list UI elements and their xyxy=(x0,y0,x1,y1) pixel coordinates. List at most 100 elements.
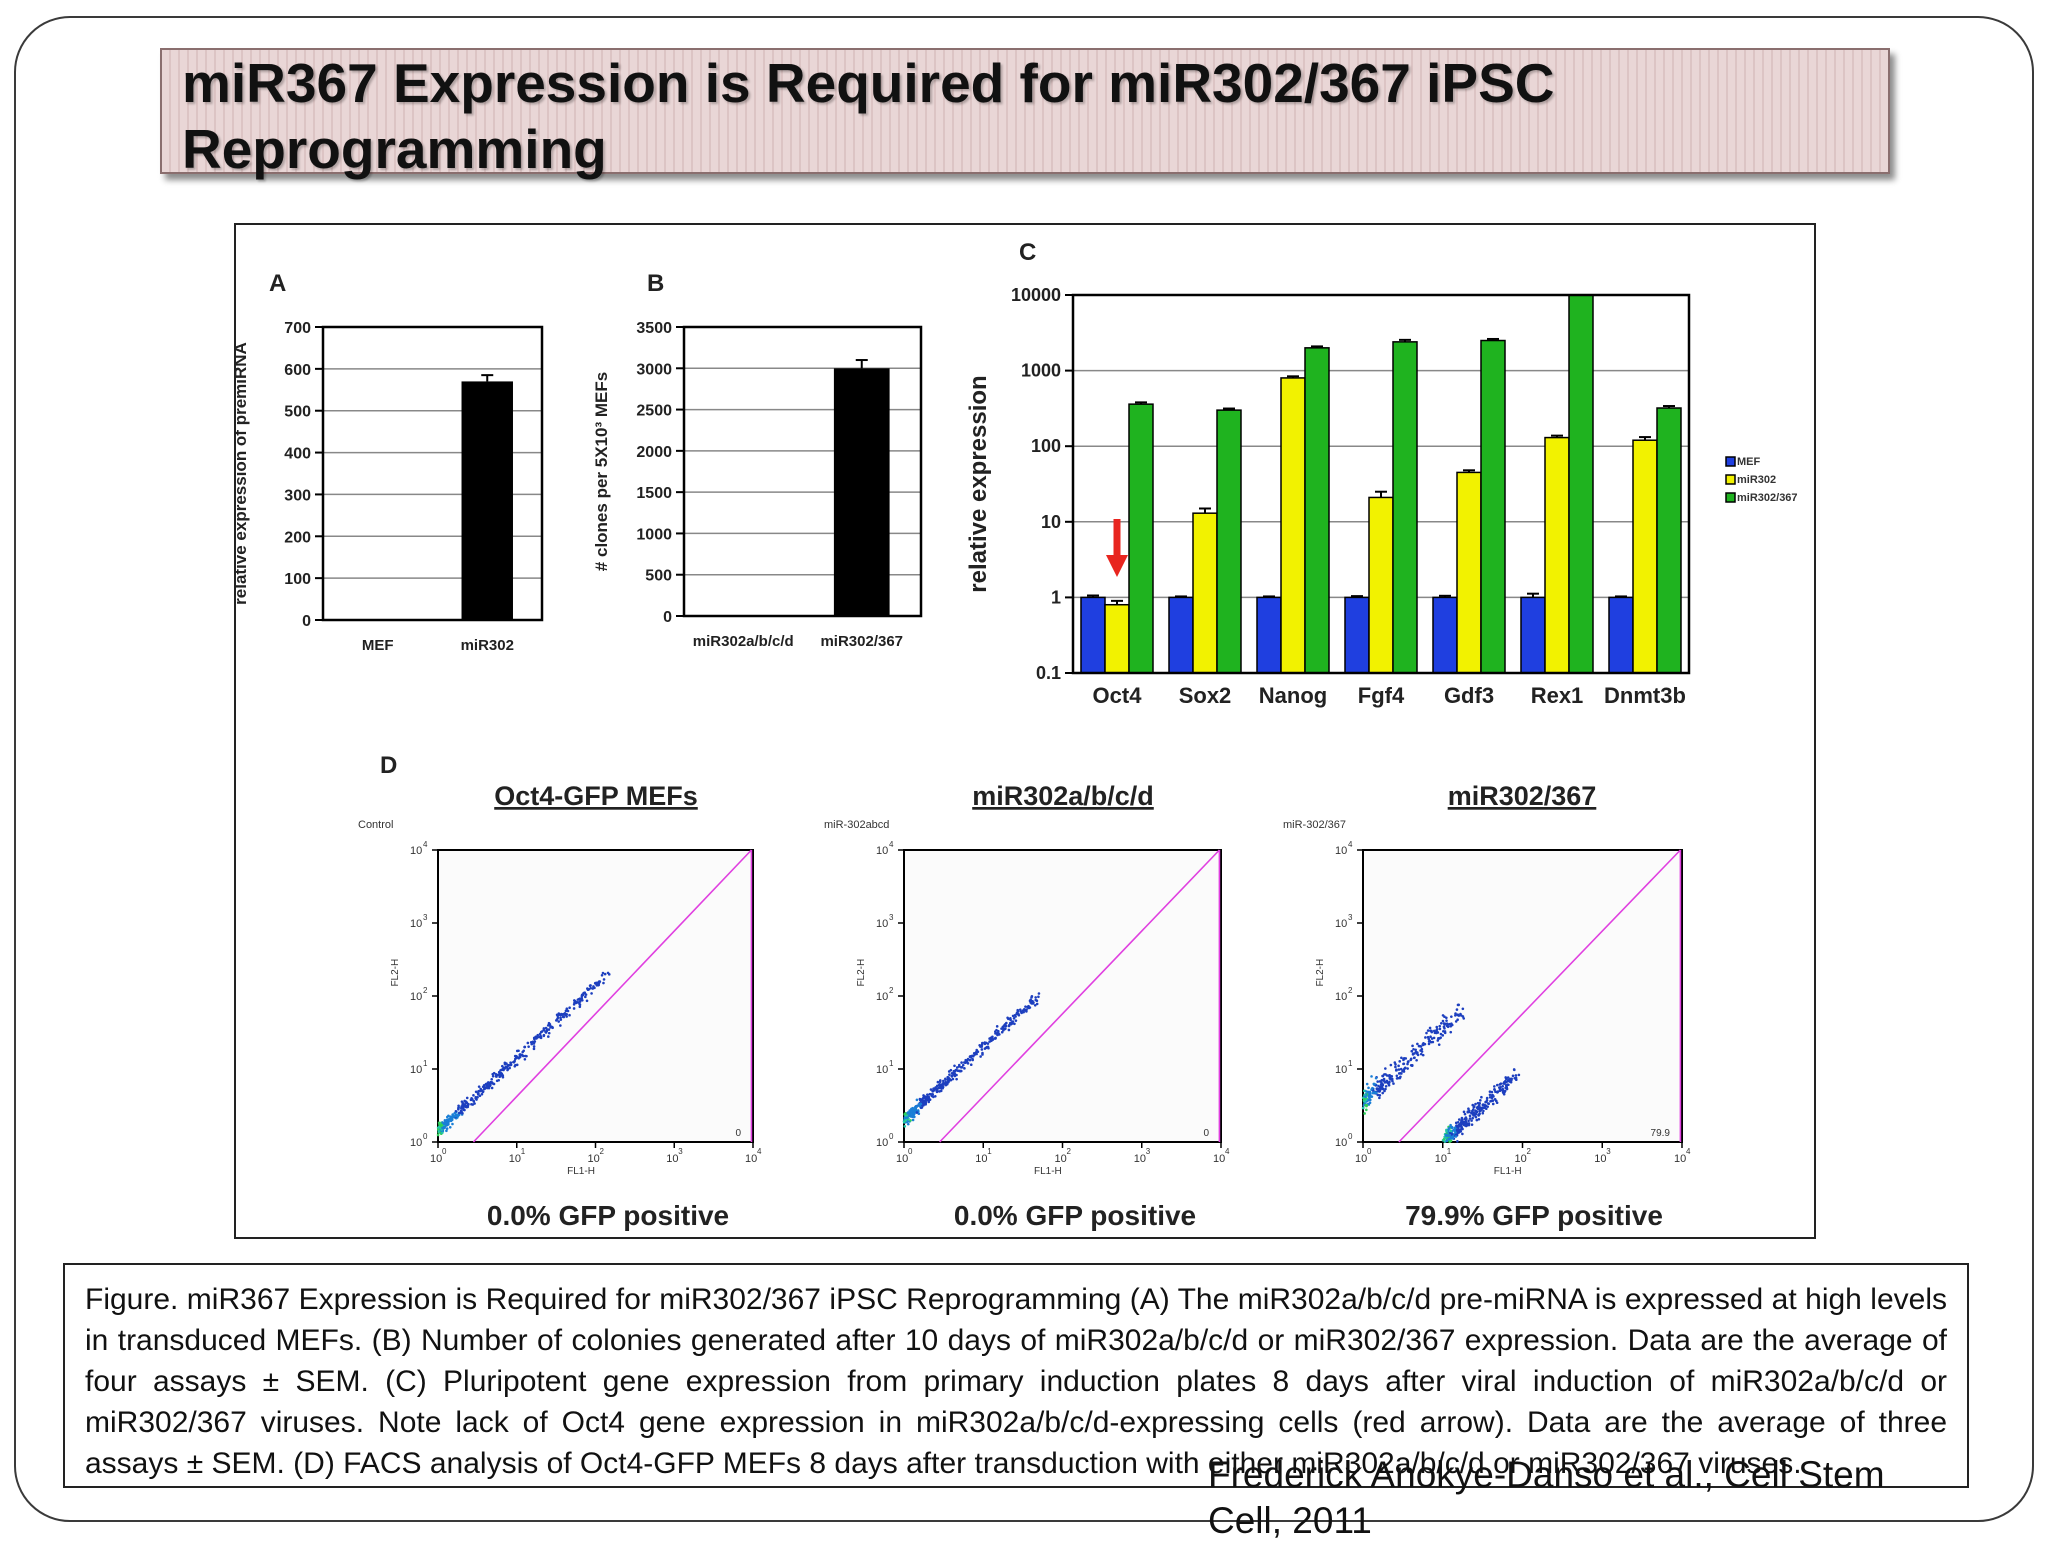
facs-event-gfp-positive xyxy=(1454,1135,1458,1138)
bar-Fgf4-miR302 xyxy=(1368,496,1394,674)
bar-Rex1-MEF xyxy=(1520,596,1546,674)
facs-event xyxy=(919,1106,923,1110)
facs-event-gfp-positive xyxy=(1488,1090,1492,1093)
facs-event xyxy=(463,1108,466,1112)
facs-event xyxy=(603,972,607,976)
facs-event xyxy=(994,1032,997,1035)
facs-event xyxy=(445,1129,448,1133)
facs-event xyxy=(566,1009,570,1013)
facs-event xyxy=(590,992,593,995)
facs-event xyxy=(1007,1017,1010,1021)
facs-event xyxy=(911,1114,915,1118)
y-tick-exponent: 3 xyxy=(889,913,894,922)
facs-event-gfp-positive xyxy=(1464,1116,1468,1119)
facs-event xyxy=(1000,1030,1004,1034)
y-tick-label: 0.1 xyxy=(1036,663,1061,683)
facs-event xyxy=(984,1041,988,1045)
facs-event xyxy=(437,1130,441,1133)
facs-event xyxy=(555,1017,559,1021)
x-tick-exponent: 4 xyxy=(757,1147,762,1156)
facs-event xyxy=(461,1111,464,1115)
facs-event xyxy=(971,1057,974,1061)
facs-event-gfp-positive xyxy=(1474,1102,1477,1106)
x-tick-base: 10 xyxy=(430,1153,442,1165)
x-tick-label: miR302 xyxy=(461,637,514,654)
facs-event-gfp-positive xyxy=(1493,1097,1497,1101)
facs-event-gfp-positive xyxy=(1504,1084,1508,1087)
facs-event xyxy=(929,1088,933,1091)
facs-event xyxy=(1438,1027,1442,1031)
facs-event xyxy=(931,1089,935,1093)
plot-frame xyxy=(682,325,923,618)
facs-event-gfp-positive xyxy=(1459,1130,1463,1133)
y-tick-exponent: 2 xyxy=(1348,986,1353,995)
x-tick-base: 10 xyxy=(896,1153,908,1165)
facs-event-gfp-positive xyxy=(1459,1128,1462,1131)
facs-event xyxy=(947,1070,951,1073)
facs-event xyxy=(1427,1042,1431,1046)
y-tick-base: 10 xyxy=(1335,991,1347,1003)
facs-event xyxy=(912,1109,915,1112)
facs-event xyxy=(457,1104,460,1108)
panel-letter: D xyxy=(380,752,397,779)
facs-event xyxy=(547,1035,550,1038)
facs-event-gfp-positive xyxy=(1514,1078,1518,1082)
facs-event-gfp-positive xyxy=(1477,1117,1481,1121)
facs-event xyxy=(1439,1032,1443,1036)
x-tick-exponent: 3 xyxy=(1146,1147,1151,1156)
facs-event xyxy=(1412,1056,1416,1060)
facs-event xyxy=(501,1075,505,1079)
facs-event xyxy=(935,1084,939,1088)
legend-swatch-MEF xyxy=(1725,456,1736,467)
facs-event xyxy=(542,1028,546,1032)
facs-gate-value: 0 xyxy=(1203,1128,1209,1139)
x-tick-base: 10 xyxy=(745,1153,757,1165)
y-tick-label: 3000 xyxy=(636,361,672,378)
y-tick-label: 600 xyxy=(284,362,311,379)
x-tick-base: 10 xyxy=(588,1153,600,1165)
facs-event xyxy=(557,1020,561,1023)
facs-event xyxy=(1002,1027,1006,1030)
y-tick-exponent: 1 xyxy=(1348,1059,1353,1068)
facs-event xyxy=(1363,1112,1366,1115)
facs-event xyxy=(461,1101,465,1105)
facs-event xyxy=(1380,1083,1384,1086)
facs-event xyxy=(1445,1019,1448,1022)
facs-event-gfp-positive xyxy=(1494,1090,1497,1094)
facs-event xyxy=(1390,1075,1394,1078)
facs-event xyxy=(465,1104,468,1108)
bar-miR302 xyxy=(461,381,513,620)
facs-event xyxy=(1423,1042,1427,1046)
facs-event-gfp-positive xyxy=(1449,1129,1453,1133)
facs-event xyxy=(910,1112,913,1115)
facs-event xyxy=(1029,1001,1032,1004)
facs-event xyxy=(1363,1097,1366,1101)
y-tick-label: 100 xyxy=(284,571,311,588)
facs-event xyxy=(955,1066,959,1069)
facs-event xyxy=(1456,1003,1460,1007)
facs-event xyxy=(1442,1022,1446,1025)
facs-title: miR302a/b/c/d xyxy=(972,781,1154,811)
facs-event xyxy=(1013,1022,1016,1026)
facs-event-gfp-positive xyxy=(1447,1134,1451,1137)
facs-gate-diagonal xyxy=(472,849,753,1143)
facs-event xyxy=(600,973,604,977)
x-tick-base: 10 xyxy=(1515,1153,1527,1165)
facs-event-gfp-positive xyxy=(1476,1107,1480,1111)
facs-event xyxy=(476,1093,480,1096)
facs-event xyxy=(1411,1053,1415,1056)
citation: Frederick Anokye-Danso et al., Cell Stem… xyxy=(1208,1454,1885,1541)
figure-caption: Figure. miR367 Expression is Required fo… xyxy=(85,1283,1947,1480)
facs-event xyxy=(903,1124,907,1128)
x-tick-label: miR302a/b/c/d xyxy=(693,633,794,650)
facs-event xyxy=(968,1058,972,1062)
facs-event xyxy=(909,1119,912,1122)
facs-event-gfp-positive xyxy=(1463,1124,1467,1127)
facs-event xyxy=(960,1061,963,1064)
facs-event xyxy=(1382,1077,1386,1081)
facs-event xyxy=(472,1099,476,1103)
facs-event xyxy=(441,1121,444,1124)
x-tick-label: Fgf4 xyxy=(1358,683,1405,708)
facs-event xyxy=(951,1077,955,1081)
facs-event xyxy=(942,1083,945,1086)
